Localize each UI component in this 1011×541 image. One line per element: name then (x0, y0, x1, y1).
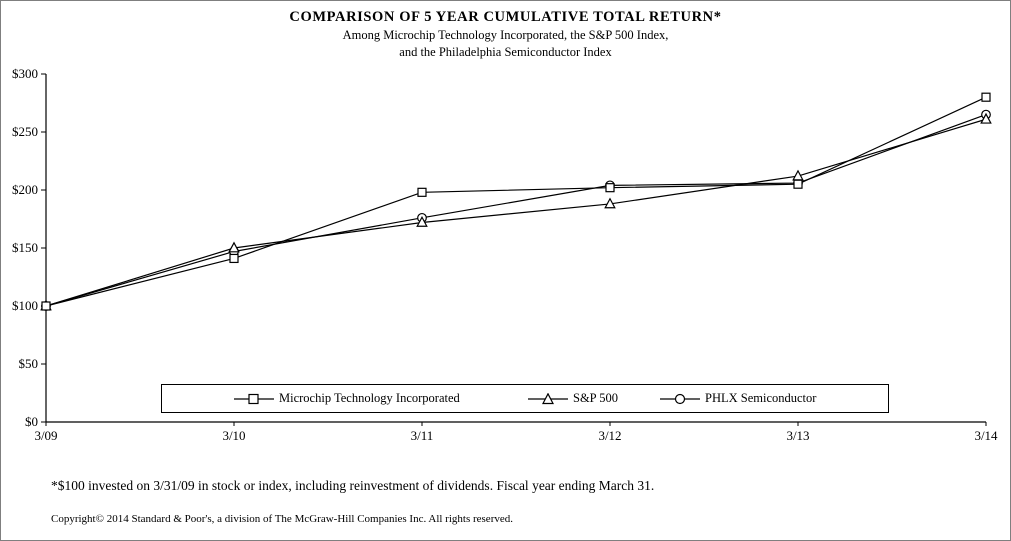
marker-square (981, 92, 991, 102)
x-tick-label: 3/09 (34, 428, 57, 443)
x-tick-label: 3/13 (786, 428, 809, 443)
x-tick-label: 3/14 (974, 428, 998, 443)
chart-title: COMPARISON OF 5 YEAR CUMULATIVE TOTAL RE… (289, 9, 722, 25)
legend-label-microchip: Microchip Technology Incorporated (279, 391, 460, 405)
y-tick-label: $250 (12, 124, 38, 139)
y-tick-label: $0 (25, 414, 38, 429)
y-tick-label: $200 (12, 182, 38, 197)
legend-item-phlx: PHLX Semiconductor (660, 385, 816, 412)
chart-subtitle-line1: Among Microchip Technology Incorporated,… (342, 28, 669, 42)
marker-triangle (416, 216, 428, 227)
y-tick-label: $100 (12, 298, 38, 313)
marker-triangle (228, 241, 240, 253)
square-marker-icon (234, 393, 274, 404)
marker-square (417, 187, 427, 197)
series-line-0 (45, 96, 987, 307)
legend-item-microchip: Microchip Technology Incorporated (234, 385, 460, 412)
series-line-1 (45, 118, 987, 307)
y-tick-label: $50 (19, 356, 39, 371)
legend-label-phlx: PHLX Semiconductor (705, 391, 817, 405)
copyright-notice: Copyright© 2014 Standard & Poor's, a div… (51, 513, 513, 525)
legend-item-sp500: S&P 500 (528, 385, 618, 412)
marker-square (793, 179, 803, 189)
marker-square (605, 183, 615, 193)
y-tick-label: $300 (12, 66, 38, 81)
x-tick-label: 3/11 (411, 428, 434, 443)
marker-triangle (604, 197, 616, 209)
chart-subtitle-line2: and the Philadelphia Semiconductor Index (399, 45, 612, 59)
chart-footnote: *$100 invested on 3/31/09 in stock or in… (51, 478, 655, 493)
chart-header: COMPARISON OF 5 YEAR CUMULATIVE TOTAL RE… (1, 9, 1010, 60)
x-tick-label: 3/10 (222, 428, 245, 443)
legend-label-sp500: S&P 500 (573, 391, 619, 405)
marker-square (41, 301, 51, 311)
series-line-2 (45, 114, 987, 307)
x-tick-label: 3/12 (598, 428, 621, 443)
marker-triangle (980, 112, 992, 124)
y-tick-label: $150 (12, 240, 38, 255)
chart-legend: Microchip Technology Incorporated S&P 50… (161, 384, 889, 413)
triangle-marker-icon (528, 392, 568, 404)
marker-square (229, 253, 239, 264)
circle-marker-icon (660, 393, 700, 404)
